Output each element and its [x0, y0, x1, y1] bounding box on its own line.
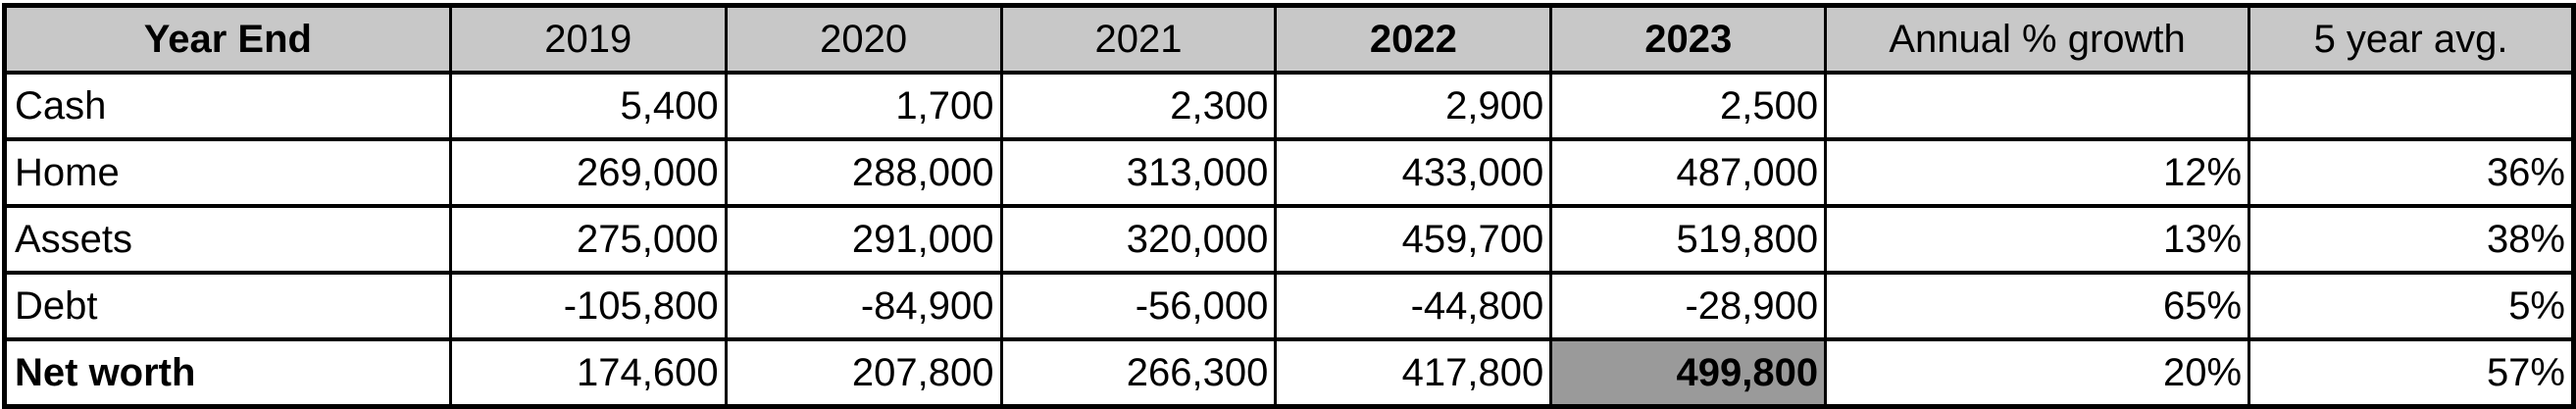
cell-home-annual-growth[interactable]: 12% — [1824, 137, 2251, 208]
net-worth-table: Year End 2019 2020 2021 2022 2023 Annual… — [2, 3, 2576, 409]
cell-net-worth-2019[interactable]: 174,600 — [448, 337, 728, 409]
cell-home-2022[interactable]: 433,000 — [1274, 137, 1553, 208]
cell-debt-label[interactable]: Debt — [2, 271, 452, 341]
cell-home-2019[interactable]: 269,000 — [448, 137, 728, 208]
cell-cash-2020[interactable]: 1,700 — [724, 71, 1003, 141]
header-2023[interactable]: 2023 — [1549, 3, 1828, 75]
row-cash: Cash 5,400 1,700 2,300 2,900 2,500 — [2, 71, 2576, 141]
cell-assets-2021[interactable]: 320,000 — [999, 204, 1278, 275]
cell-cash-2023[interactable]: 2,500 — [1549, 71, 1828, 141]
cell-cash-2019[interactable]: 5,400 — [448, 71, 728, 141]
cell-net-worth-annual-growth[interactable]: 20% — [1824, 337, 2251, 409]
cell-cash-2021[interactable]: 2,300 — [999, 71, 1278, 141]
row-assets: Assets 275,000 291,000 320,000 459,700 5… — [2, 204, 2576, 275]
cell-home-2020[interactable]: 288,000 — [724, 137, 1003, 208]
cell-debt-five-year-avg[interactable]: 5% — [2248, 271, 2576, 341]
cell-net-worth-2020[interactable]: 207,800 — [724, 337, 1003, 409]
cell-debt-2020[interactable]: -84,900 — [724, 271, 1003, 341]
cell-net-worth-2023[interactable]: 499,800 — [1549, 337, 1828, 409]
header-five-year-avg[interactable]: 5 year avg. — [2248, 3, 2576, 75]
cell-assets-2020[interactable]: 291,000 — [724, 204, 1003, 275]
header-2020[interactable]: 2020 — [724, 3, 1003, 75]
cell-debt-2021[interactable]: -56,000 — [999, 271, 1278, 341]
cell-assets-2022[interactable]: 459,700 — [1274, 204, 1553, 275]
header-2022[interactable]: 2022 — [1274, 3, 1553, 75]
cell-net-worth-label[interactable]: Net worth — [2, 337, 452, 409]
cell-net-worth-2021[interactable]: 266,300 — [999, 337, 1278, 409]
cell-home-2021[interactable]: 313,000 — [999, 137, 1278, 208]
header-annual-growth[interactable]: Annual % growth — [1824, 3, 2251, 75]
cell-home-five-year-avg[interactable]: 36% — [2248, 137, 2576, 208]
cell-debt-2022[interactable]: -44,800 — [1274, 271, 1553, 341]
cell-assets-annual-growth[interactable]: 13% — [1824, 204, 2251, 275]
cell-cash-label[interactable]: Cash — [2, 71, 452, 141]
cell-home-2023[interactable]: 487,000 — [1549, 137, 1828, 208]
cell-net-worth-five-year-avg[interactable]: 57% — [2248, 337, 2576, 409]
row-home: Home 269,000 288,000 313,000 433,000 487… — [2, 137, 2576, 208]
cell-assets-2023[interactable]: 519,800 — [1549, 204, 1828, 275]
cell-debt-2023[interactable]: -28,900 — [1549, 271, 1828, 341]
row-net-worth: Net worth 174,600 207,800 266,300 417,80… — [2, 337, 2576, 409]
header-2019[interactable]: 2019 — [448, 3, 728, 75]
cell-assets-label[interactable]: Assets — [2, 204, 452, 275]
header-row: Year End 2019 2020 2021 2022 2023 Annual… — [2, 3, 2576, 75]
cell-home-label[interactable]: Home — [2, 137, 452, 208]
cell-cash-2022[interactable]: 2,900 — [1274, 71, 1553, 141]
cell-assets-2019[interactable]: 275,000 — [448, 204, 728, 275]
header-year-end[interactable]: Year End — [2, 3, 452, 75]
row-debt: Debt -105,800 -84,900 -56,000 -44,800 -2… — [2, 271, 2576, 341]
cell-assets-five-year-avg[interactable]: 38% — [2248, 204, 2576, 275]
header-2021[interactable]: 2021 — [999, 3, 1278, 75]
cell-cash-annual-growth[interactable] — [1824, 71, 2251, 141]
cell-net-worth-2022[interactable]: 417,800 — [1274, 337, 1553, 409]
cell-cash-five-year-avg[interactable] — [2248, 71, 2576, 141]
cell-debt-annual-growth[interactable]: 65% — [1824, 271, 2251, 341]
cell-debt-2019[interactable]: -105,800 — [448, 271, 728, 341]
